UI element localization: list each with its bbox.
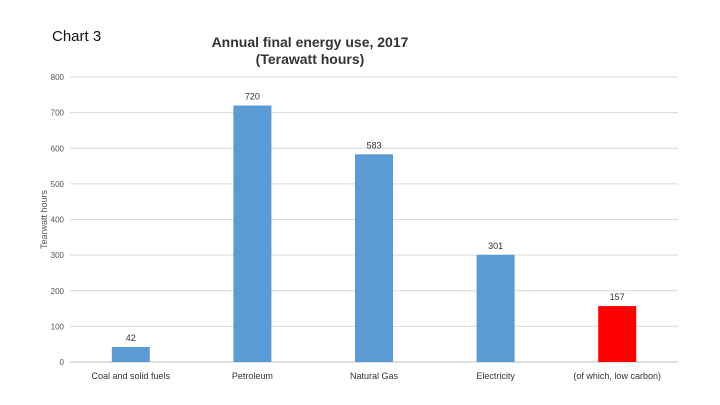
y-tick-label: 400	[51, 216, 65, 225]
data-label: 42	[126, 333, 136, 343]
chart-title: Annual final energy use, 2017	[211, 34, 409, 50]
y-axis-label: Tearwatt hours	[39, 189, 49, 249]
bar	[355, 154, 393, 362]
data-labels: 42 720 583 301 157	[126, 92, 625, 344]
bars	[111, 105, 637, 362]
chart-subtitle: (Terawatt hours)	[255, 51, 365, 67]
slide-label: Chart 3	[52, 28, 102, 45]
y-tick-label: 200	[51, 287, 65, 296]
y-tick-label: 500	[51, 180, 65, 189]
bar	[598, 306, 637, 362]
bar	[233, 105, 272, 362]
category-label: Petroleum	[232, 371, 273, 381]
bar	[111, 347, 150, 362]
category-label: Natural Gas	[350, 371, 399, 381]
y-tick-label: 600	[51, 144, 65, 153]
data-label: 583	[366, 140, 381, 150]
y-tick-label: 800	[51, 73, 65, 82]
bar	[476, 254, 515, 362]
category-label: (of which, low carbon)	[573, 371, 661, 381]
chart-title-block: Annual final energy use, 2017 (Terawatt …	[150, 34, 470, 68]
category-label: Electricity	[476, 371, 515, 381]
y-tick-label: 300	[51, 251, 65, 260]
category-label: Coal and solid fuels	[92, 371, 171, 381]
data-label: 301	[488, 241, 503, 251]
y-tick-label: 700	[51, 109, 65, 118]
category-labels: Coal and solid fuels Petroleum Natural Gas…	[92, 371, 661, 381]
y-axis-ticks: 0 100 200 300 400 500 600 700 800	[51, 73, 65, 367]
y-tick-label: 0	[60, 358, 65, 367]
data-label: 157	[610, 292, 625, 302]
y-tick-label: 100	[51, 322, 65, 331]
data-label: 720	[245, 92, 260, 102]
